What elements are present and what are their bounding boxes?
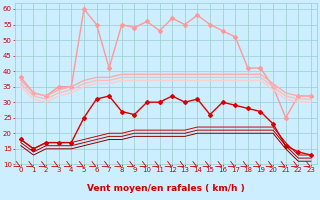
X-axis label: Vent moyen/en rafales ( km/h ): Vent moyen/en rafales ( km/h ) — [87, 184, 245, 193]
